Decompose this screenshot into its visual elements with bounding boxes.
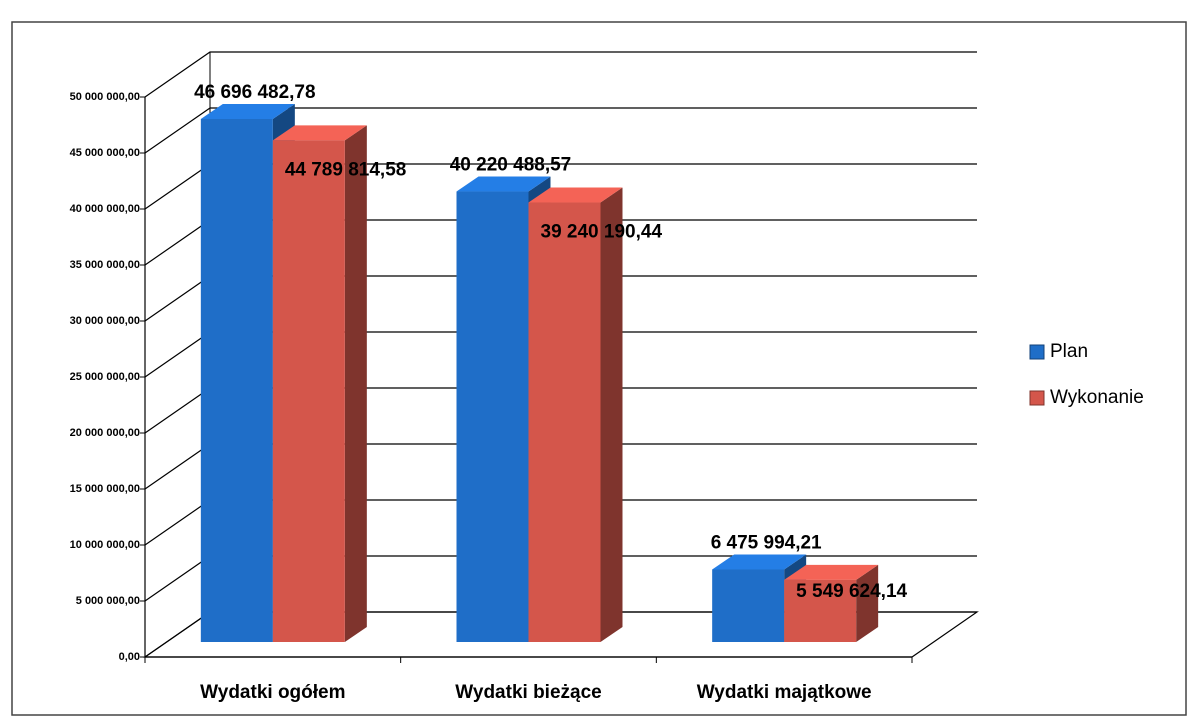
y-tick-label: 25 000 000,00 bbox=[70, 371, 140, 383]
chart-border bbox=[11, 21, 1187, 716]
legend-swatch bbox=[1029, 390, 1045, 406]
bar bbox=[272, 125, 367, 643]
x-tick-label: Wydatki ogółem bbox=[200, 682, 345, 703]
x-tick-label: Wydatki bieżące bbox=[455, 682, 601, 703]
value-label: 39 240 190,44 bbox=[541, 222, 663, 243]
bar bbox=[528, 187, 623, 642]
legend-label: Wykonanie bbox=[1050, 387, 1144, 408]
grid-line bbox=[144, 107, 977, 154]
value-label: 5 549 624,14 bbox=[796, 581, 907, 602]
y-tick-label: 40 000 000,00 bbox=[70, 203, 140, 215]
y-tick-label: 45 000 000,00 bbox=[70, 147, 140, 159]
y-tick-label: 50 000 000,00 bbox=[70, 91, 140, 103]
bar-front bbox=[528, 202, 601, 642]
bar bbox=[784, 564, 879, 642]
bar-side bbox=[600, 187, 623, 642]
x-tick-label: Wydatki majątkowe bbox=[697, 682, 872, 703]
value-label: 40 220 488,57 bbox=[450, 155, 572, 176]
legend-label: Plan bbox=[1050, 341, 1088, 362]
bar-top bbox=[528, 187, 623, 203]
value-label: 46 696 482,78 bbox=[194, 82, 316, 103]
y-tick-label: 30 000 000,00 bbox=[70, 315, 140, 327]
bar-side bbox=[344, 125, 367, 643]
value-label: 44 789 814,58 bbox=[285, 159, 407, 180]
bar-front bbox=[456, 191, 529, 643]
bar-front bbox=[272, 140, 345, 643]
legend-swatch bbox=[1029, 344, 1045, 360]
bar-top bbox=[456, 176, 551, 192]
bar-front bbox=[784, 579, 857, 642]
bar-top bbox=[200, 103, 295, 119]
bar-front bbox=[200, 118, 273, 642]
y-tick-label: 0,00 bbox=[119, 651, 140, 663]
y-tick-label: 10 000 000,00 bbox=[70, 539, 140, 551]
y-tick-label: 20 000 000,00 bbox=[70, 427, 140, 439]
value-label: 6 475 994,21 bbox=[711, 532, 822, 553]
bar-side bbox=[856, 564, 879, 642]
bar-front bbox=[712, 569, 785, 642]
bar-top bbox=[784, 564, 879, 580]
bar-top bbox=[712, 554, 807, 570]
y-tick-label: 15 000 000,00 bbox=[70, 483, 140, 495]
y-tick-label: 5 000 000,00 bbox=[76, 595, 140, 607]
y-tick-label: 35 000 000,00 bbox=[70, 259, 140, 271]
bar-top bbox=[272, 125, 367, 141]
grid-line bbox=[144, 51, 977, 98]
